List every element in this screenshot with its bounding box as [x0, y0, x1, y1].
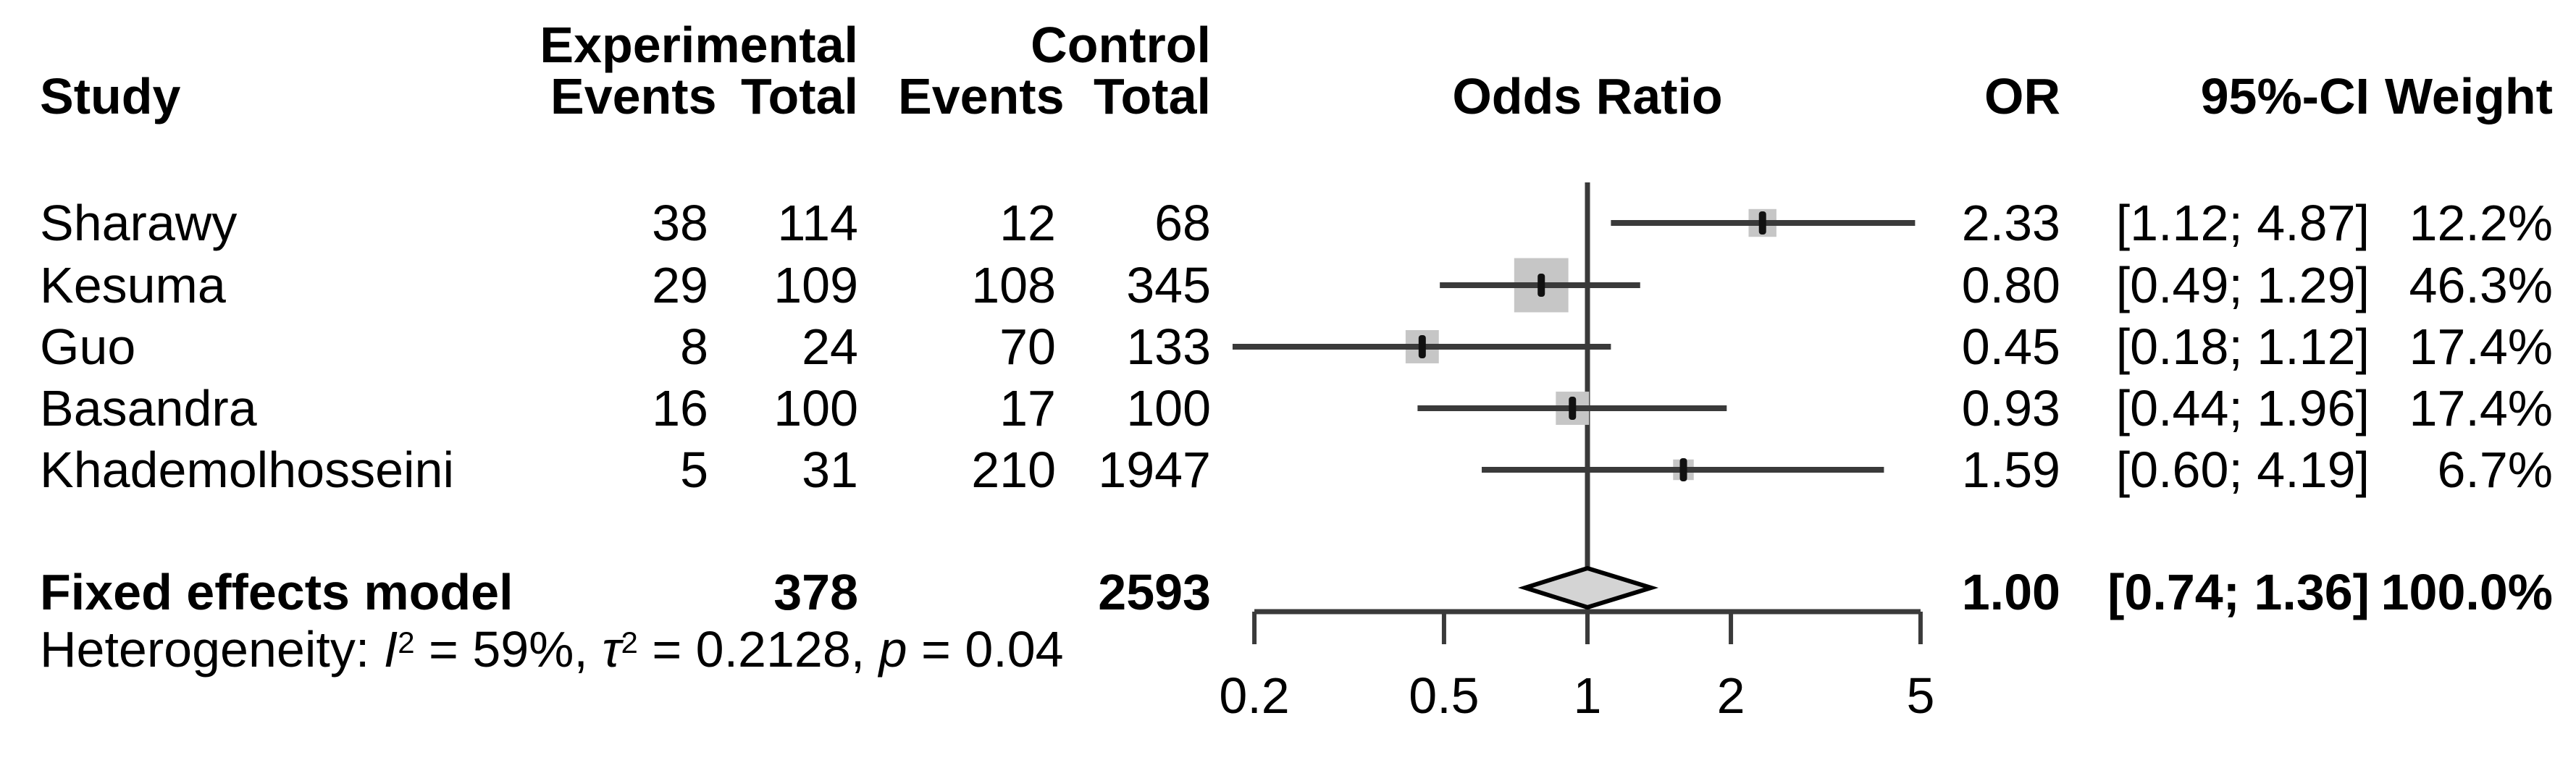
ci-value: [0.60; 4.19]: [2115, 442, 2370, 498]
or-value: 0.93: [1961, 380, 2060, 436]
experimental-events: 38: [652, 195, 708, 251]
ci-value: [0.18; 1.12]: [2115, 318, 2370, 375]
experimental-total: 100: [773, 380, 858, 436]
study-name: Khademolhosseini: [40, 442, 455, 498]
heterogeneity-segment: = 59%,: [414, 621, 603, 678]
column-header-study: Study: [40, 68, 181, 125]
ci-value: [0.44; 1.96]: [2115, 380, 2370, 436]
control-total: 133: [1126, 318, 1211, 375]
point-estimate-marker: [1758, 211, 1766, 235]
control-events: 12: [999, 195, 1056, 251]
experimental-events: 5: [680, 442, 708, 498]
or-value: 2.33: [1961, 195, 2060, 251]
x-axis-tick-label: 1: [1574, 667, 1602, 724]
control-total: 100: [1126, 380, 1211, 436]
column-header-odds-ratio: Odds Ratio: [1452, 68, 1723, 125]
heterogeneity-segment: = 0.2128,: [637, 621, 879, 678]
study-name: Kesuma: [40, 257, 226, 313]
experimental-events: 16: [652, 380, 708, 436]
x-axis-tick-label: 0.2: [1219, 667, 1289, 724]
column-header-experimental-total: Total: [740, 68, 858, 125]
heterogeneity-segment: 2: [398, 625, 415, 660]
ci-value: [1.12; 4.87]: [2115, 195, 2370, 251]
column-header-control-group: Control: [1031, 17, 1211, 73]
summary-diamond: [1517, 565, 1659, 610]
x-axis-tick-label: 2: [1717, 667, 1745, 724]
experimental-events: 29: [652, 257, 708, 313]
weight-value: 17.4%: [2409, 318, 2553, 375]
heterogeneity-text: Heterogeneity: I2 = 59%, τ2 = 0.2128, p …: [40, 620, 1126, 685]
control-events: 210: [971, 442, 1056, 498]
heterogeneity-segment: I: [383, 621, 398, 678]
study-name: Basandra: [40, 380, 257, 436]
x-axis-tick-label: 0.5: [1409, 667, 1479, 724]
summary-experimental-total: 378: [773, 564, 858, 620]
column-header-experimental-events: Events: [550, 68, 717, 125]
summary-or-value: 1.00: [1961, 564, 2060, 620]
point-estimate-marker: [1569, 397, 1577, 420]
experimental-events: 8: [680, 318, 708, 375]
heterogeneity-segment: Heterogeneity:: [40, 621, 384, 678]
heterogeneity-segment: p: [878, 621, 907, 678]
heterogeneity-segment: = 0.04: [907, 621, 1064, 678]
column-header-weight: Weight: [2384, 68, 2553, 125]
column-header-ci: 95%-CI: [2200, 68, 2370, 125]
weight-value: 17.4%: [2409, 380, 2553, 436]
control-events: 70: [999, 318, 1056, 375]
study-name: Sharawy: [40, 195, 238, 251]
x-axis-tick-label: 5: [1906, 667, 1934, 724]
column-header-experimental-group: Experimental: [540, 17, 858, 73]
column-header-or: OR: [1984, 68, 2060, 125]
summary-label: Fixed effects model: [40, 564, 513, 620]
weight-value: 46.3%: [2409, 257, 2553, 313]
weight-value: 12.2%: [2409, 195, 2553, 251]
column-header-control-events: Events: [898, 68, 1065, 125]
study-name: Guo: [40, 318, 136, 375]
control-total: 68: [1154, 195, 1211, 251]
or-value: 1.59: [1961, 442, 2060, 498]
summary-ci-value: [0.74; 1.36]: [2107, 564, 2370, 620]
summary-control-total: 2593: [1098, 564, 1211, 620]
heterogeneity-segment: 2: [621, 625, 638, 660]
ci-value: [0.49; 1.29]: [2115, 257, 2370, 313]
or-value: 0.80: [1961, 257, 2060, 313]
experimental-total: 31: [802, 442, 858, 498]
control-total: 1947: [1098, 442, 1211, 498]
heterogeneity-segment: τ: [602, 621, 621, 678]
point-estimate-marker: [1418, 335, 1426, 358]
point-estimate-marker: [1679, 458, 1687, 481]
or-value: 0.45: [1961, 318, 2060, 375]
point-estimate-marker: [1537, 274, 1545, 297]
column-header-control-total: Total: [1093, 68, 1211, 125]
experimental-total: 114: [777, 195, 858, 251]
experimental-total: 109: [773, 257, 858, 313]
experimental-total: 24: [802, 318, 858, 375]
control-events: 17: [999, 380, 1056, 436]
control-total: 345: [1126, 257, 1211, 313]
weight-value: 6.7%: [2437, 442, 2553, 498]
control-events: 108: [971, 257, 1056, 313]
summary-weight-value: 100.0%: [2380, 564, 2553, 620]
